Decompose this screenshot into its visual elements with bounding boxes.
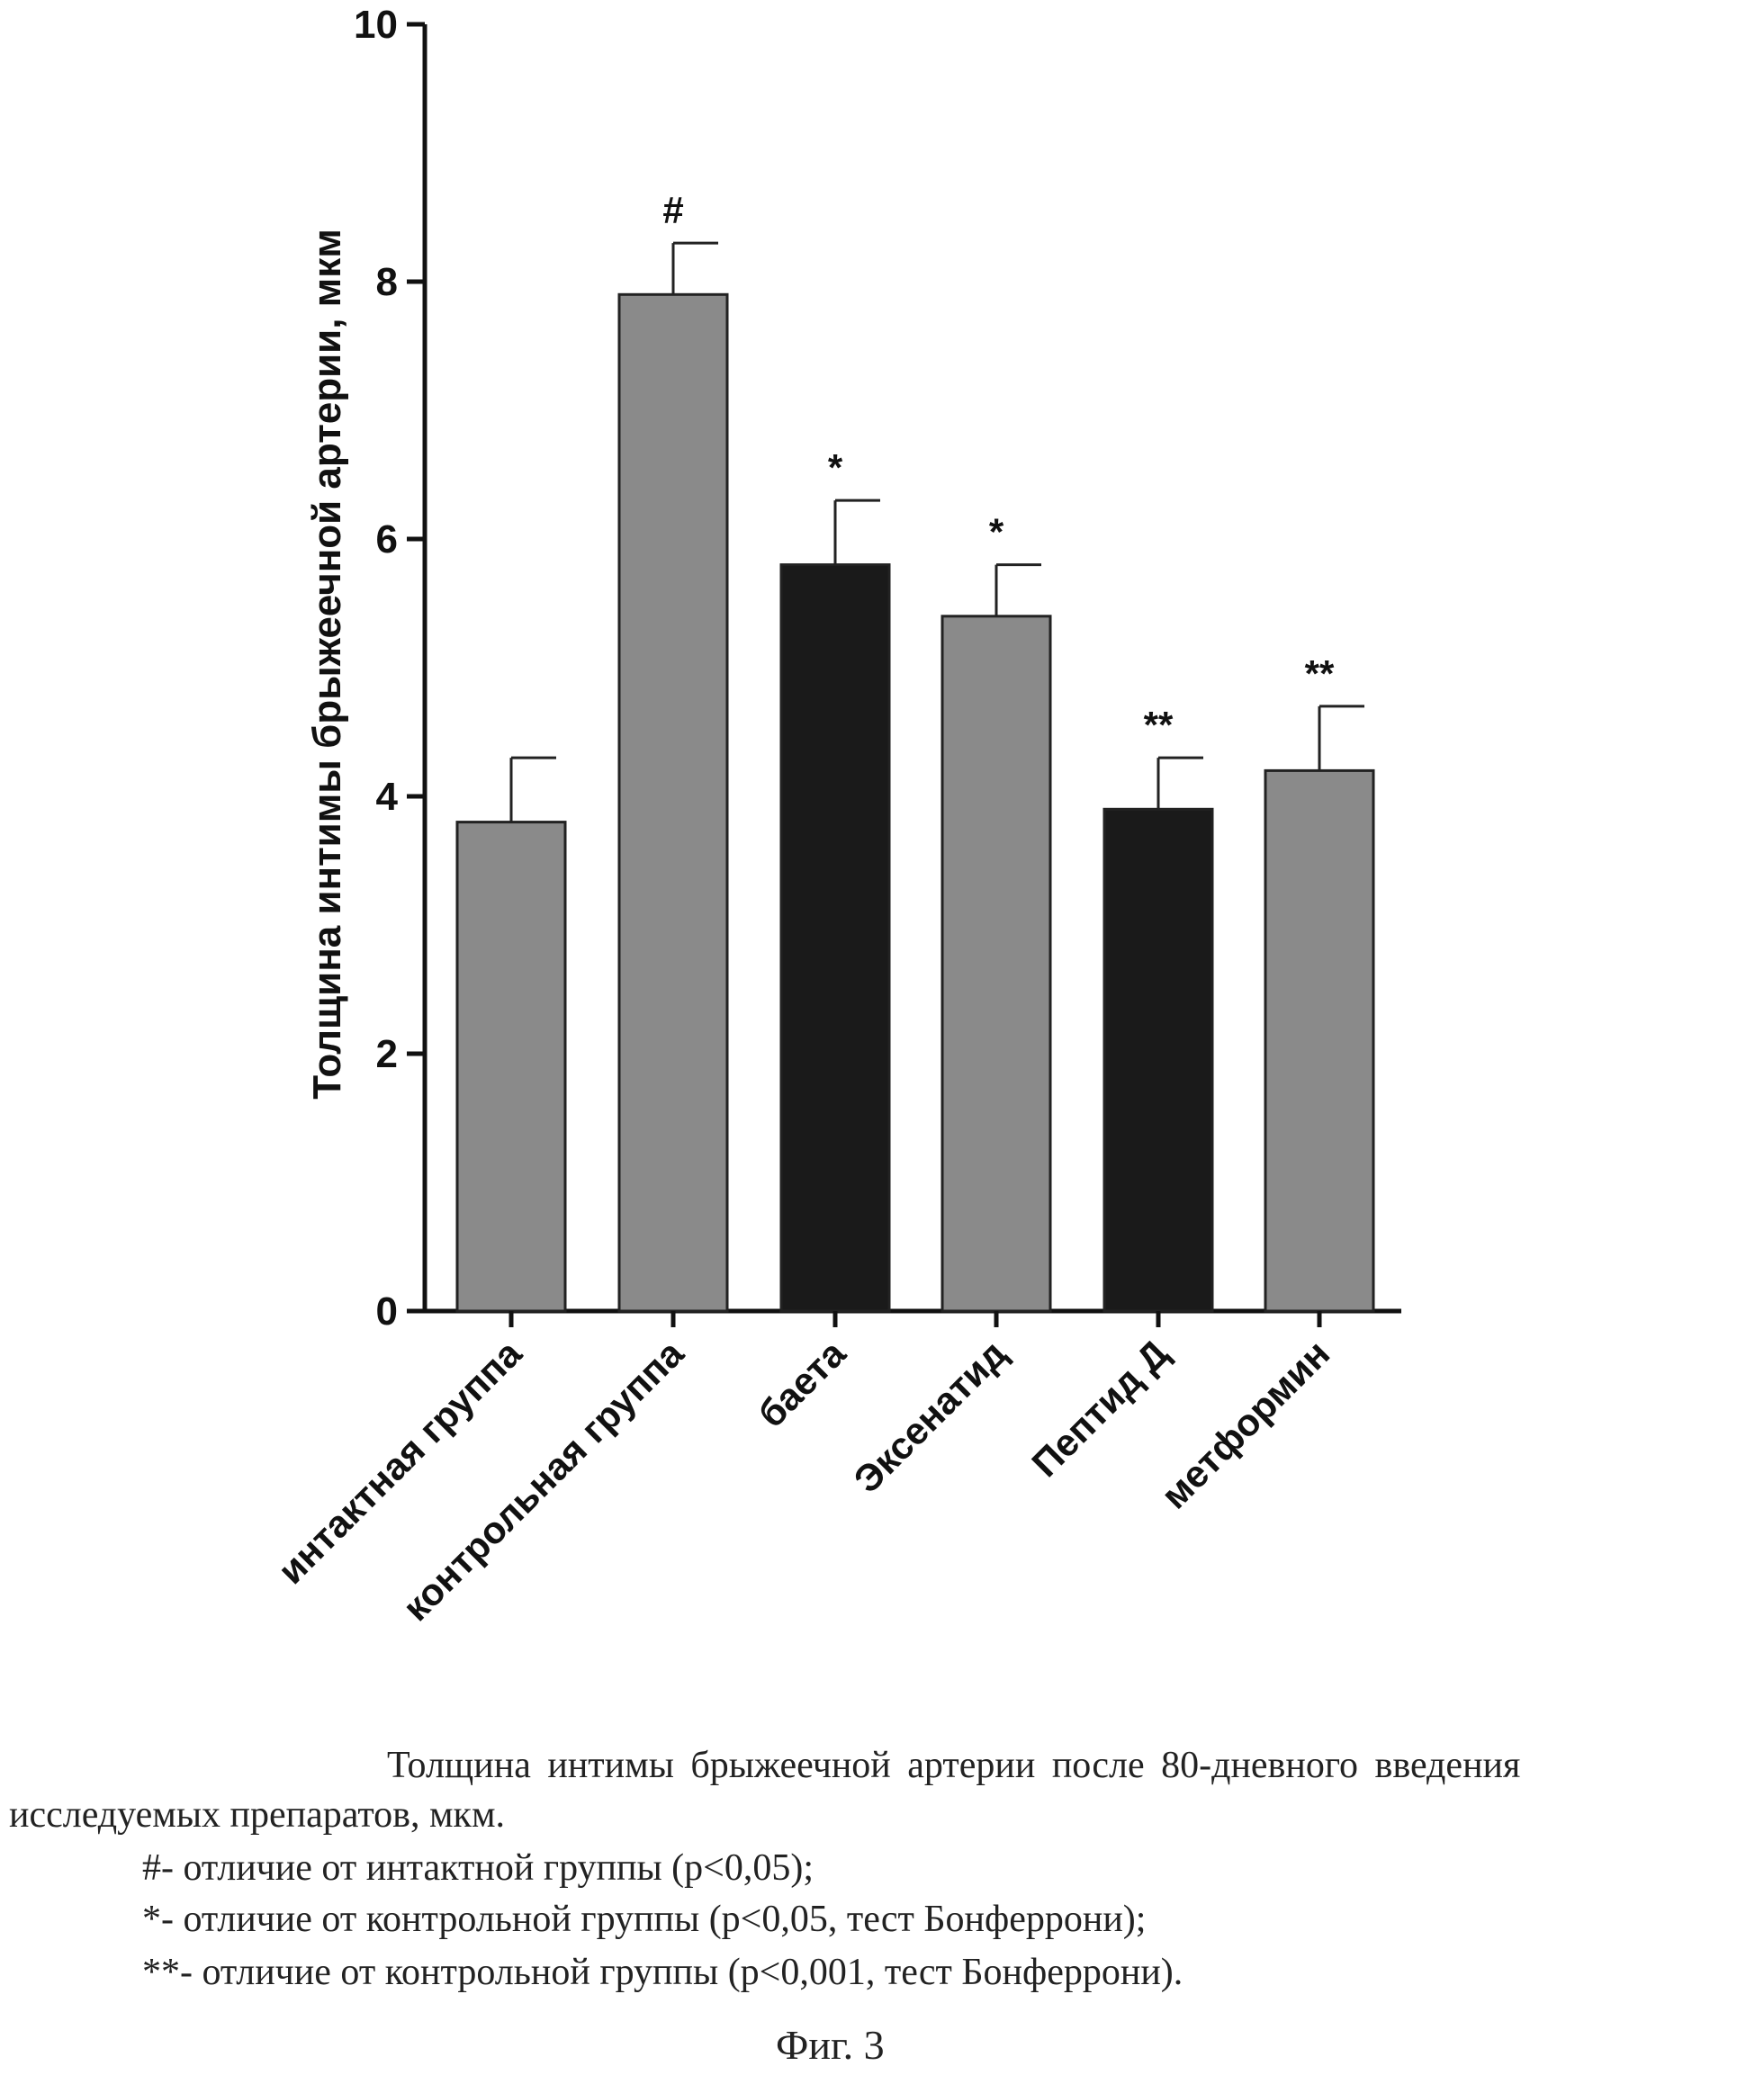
- caption-line-2: исследуемых препаратов, мкм.: [9, 1794, 506, 1836]
- caption-line-1: Толщина интимы брыжеечной артерии после …: [387, 1745, 1521, 1786]
- x-tick-label: контрольная группа: [394, 1332, 692, 1630]
- y-tick-label: 10: [354, 3, 398, 47]
- x-tick-label: баета: [750, 1332, 854, 1436]
- y-tick-label: 8: [376, 260, 398, 304]
- significance-mark: **: [1144, 704, 1174, 746]
- significance-mark: *: [989, 511, 1004, 553]
- bar-5: [1102, 807, 1214, 1313]
- bar-1: [455, 821, 567, 1313]
- y-tick-label: 0: [376, 1289, 398, 1334]
- significance-mark: #: [662, 189, 683, 231]
- y-axis-label: Толщина интимы брыжеечной артерии, мкм: [305, 229, 349, 1100]
- x-tick-label: Пептид Д: [1023, 1332, 1176, 1485]
- caption-note-double-star: **- отличие от контрольной группы (р<0,0…: [142, 1952, 1184, 1993]
- y-tick-label: 2: [376, 1032, 398, 1076]
- caption-note-hash: #- отличие от интактной группы (р<0,05);: [142, 1847, 814, 1889]
- x-tick-label: Эксенатид: [845, 1332, 1014, 1501]
- bar-3: [779, 563, 891, 1313]
- significance-mark: *: [828, 446, 843, 489]
- bar-2: [617, 292, 729, 1313]
- x-tick-label: метформин: [1153, 1332, 1338, 1517]
- significance-mark: **: [1305, 652, 1335, 695]
- bar-4: [940, 615, 1052, 1313]
- figure-label: Фиг. 3: [776, 2022, 885, 2068]
- caption-note-star: *- отличие от контрольной группы (р<0,05…: [142, 1899, 1147, 1940]
- bar-6: [1264, 768, 1375, 1313]
- y-tick-label: 4: [376, 775, 399, 819]
- y-tick-label: 6: [376, 517, 398, 561]
